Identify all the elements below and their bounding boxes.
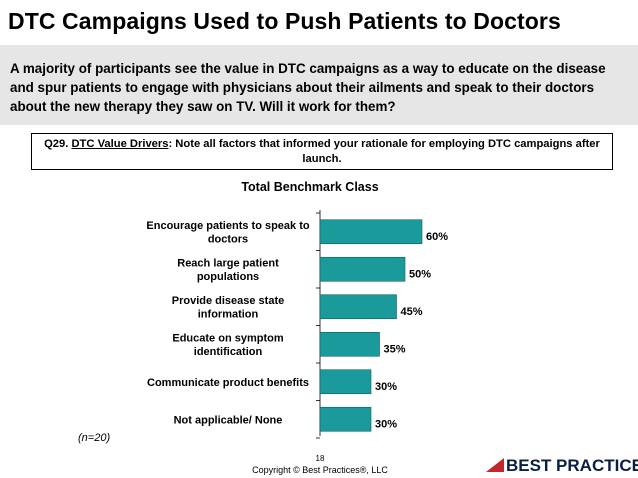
- data-label: 35%: [384, 343, 406, 355]
- summary-text: A majority of participants see the value…: [10, 61, 606, 114]
- category-label: Reach large patient populations: [177, 258, 279, 284]
- category-label: Educate on symptom identification: [172, 333, 283, 359]
- bar: [319, 256, 406, 282]
- company-logo: BEST PRACTICES: [486, 456, 638, 476]
- data-label: 45%: [401, 306, 423, 318]
- logo-mark-icon: [486, 458, 504, 472]
- category-label: Not applicable/ None: [174, 414, 283, 426]
- copyright: Copyright © Best Practices®, LLC: [252, 465, 388, 475]
- question-number: Q29.: [44, 138, 69, 150]
- summary-band: A majority of participants see the value…: [0, 45, 638, 125]
- question-box: Q29. DTC Value Drivers: Note all factors…: [31, 133, 613, 170]
- data-label: 30%: [375, 381, 397, 393]
- bar: [319, 331, 380, 357]
- bar: [319, 406, 372, 432]
- question-topic: DTC Value Drivers: [71, 138, 169, 150]
- bar: [319, 294, 397, 320]
- category-label: Provide disease state information: [172, 295, 285, 321]
- slide-title: DTC Campaigns Used to Push Patients to D…: [8, 8, 561, 34]
- sample-size: (n=20): [78, 432, 111, 444]
- chart-title: Total Benchmark Class: [241, 180, 379, 194]
- logo-text: BEST PRACTICES: [506, 456, 638, 475]
- page-number: 18: [315, 454, 325, 463]
- category-label: Communicate product benefits: [147, 377, 309, 389]
- question-text: : Note all factors that informed your ra…: [168, 138, 600, 165]
- bar: [319, 369, 372, 395]
- data-label: 60%: [426, 231, 448, 243]
- category-label: Encourage patients to speak to doctors: [146, 220, 309, 246]
- data-label: 30%: [375, 418, 397, 430]
- data-label: 50%: [409, 268, 431, 280]
- bar: [319, 219, 423, 245]
